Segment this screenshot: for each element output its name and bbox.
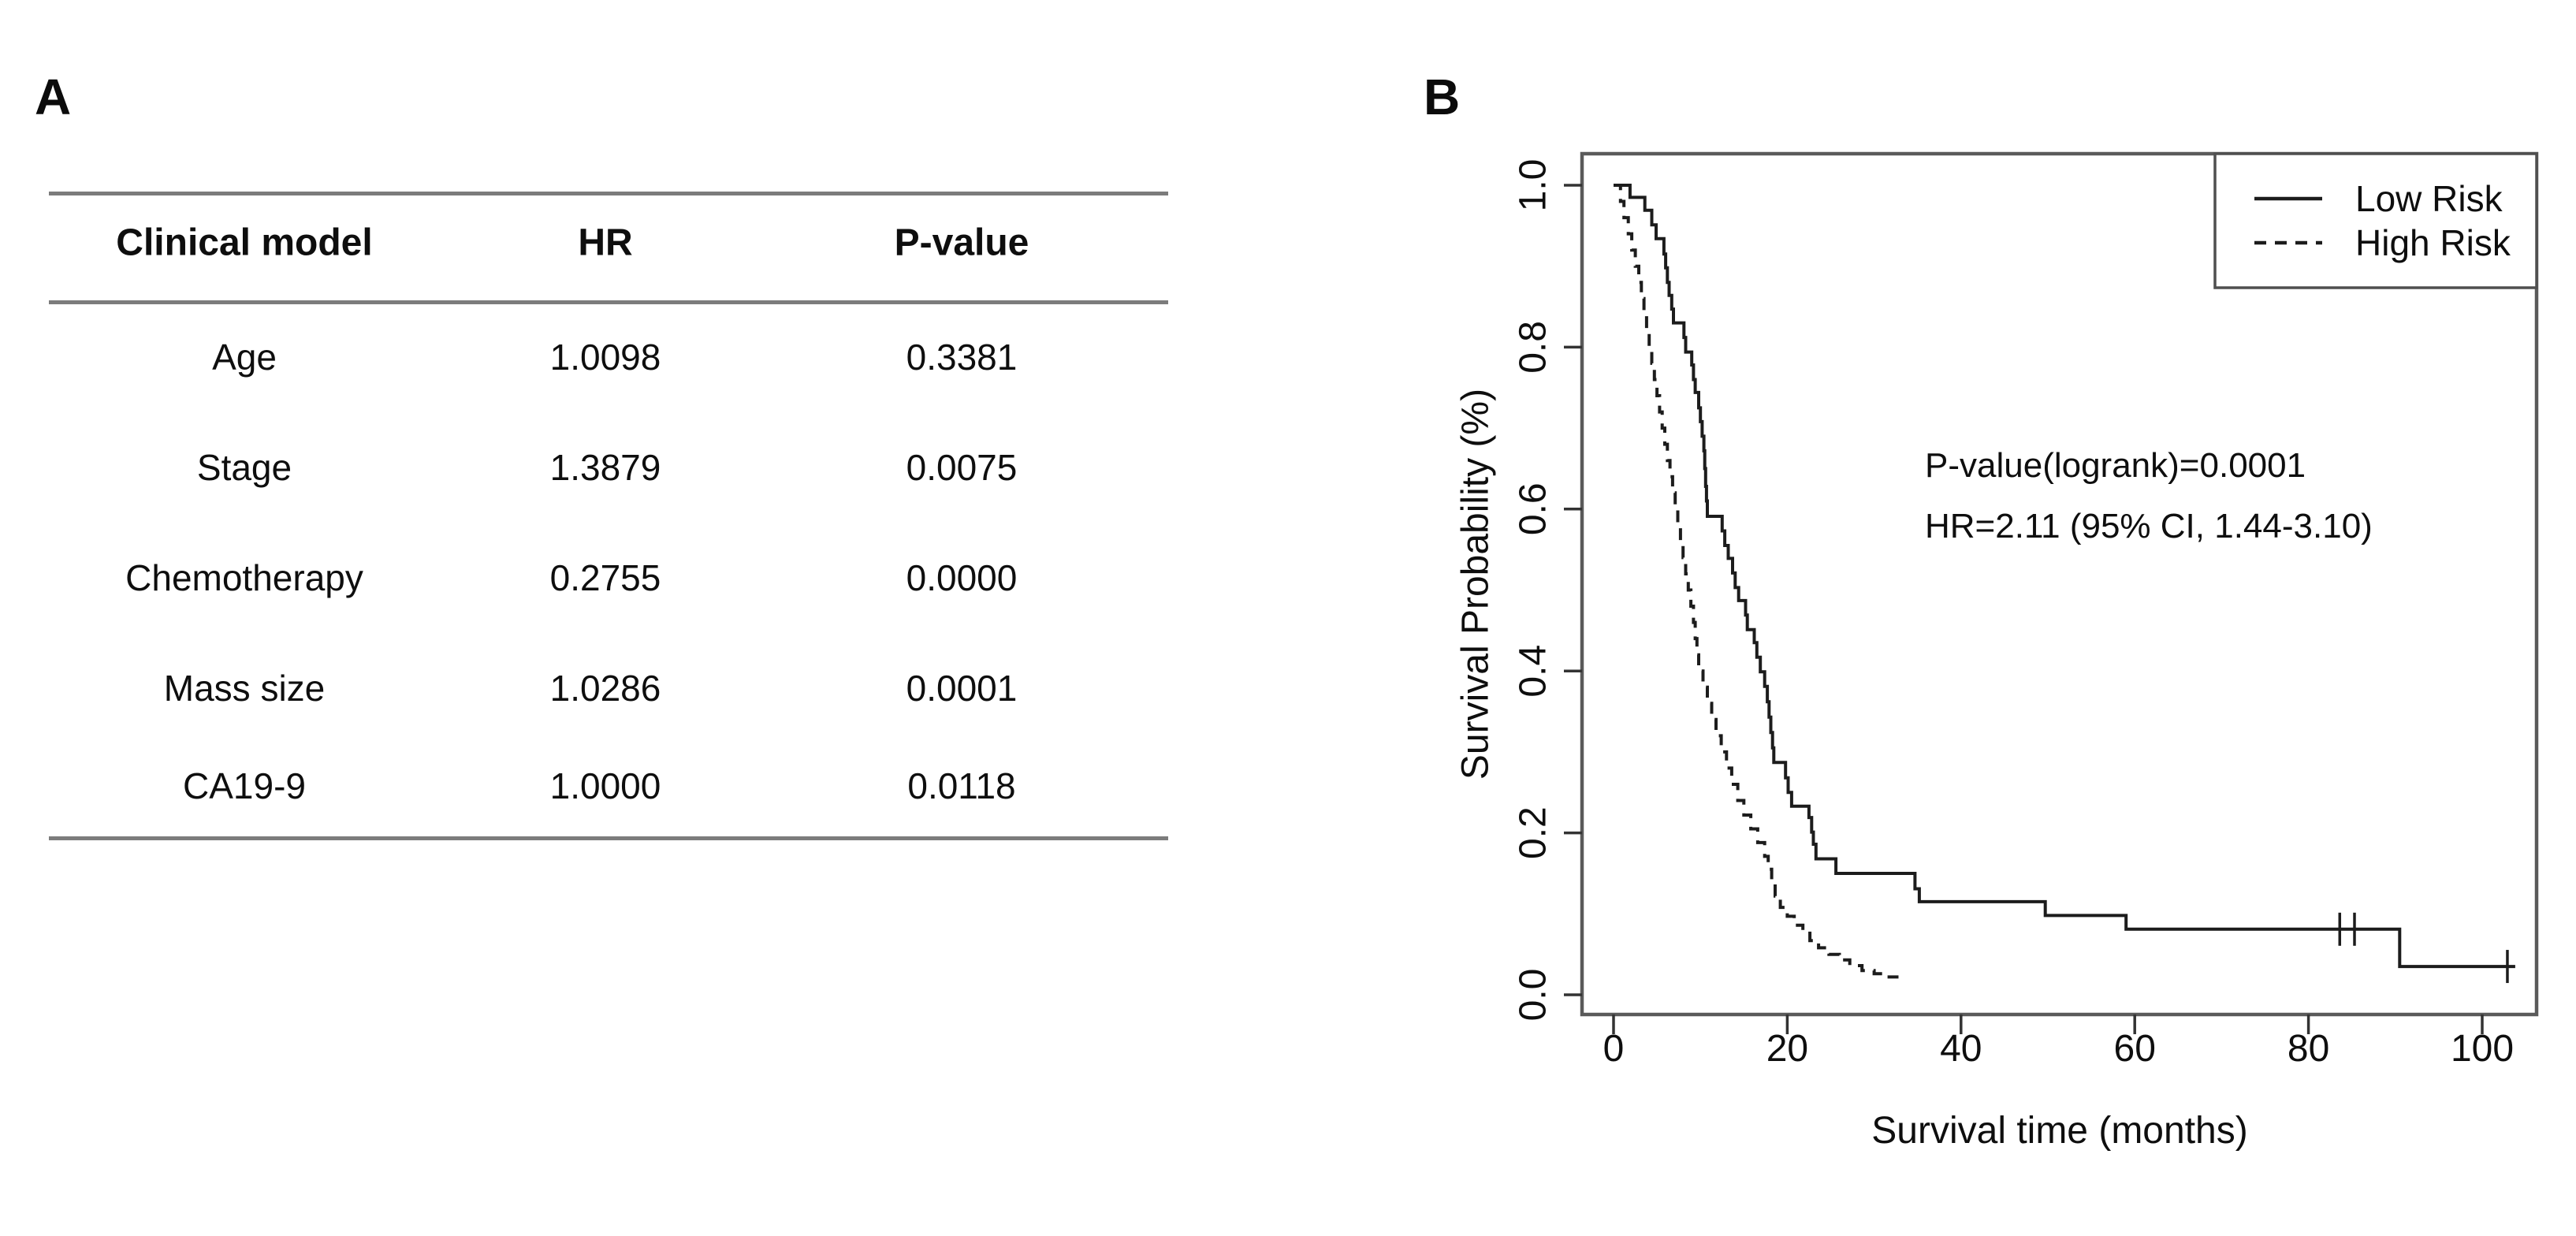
legend-box	[2213, 152, 2538, 289]
table-cell-hr: 0.2755	[549, 557, 661, 598]
table-cell-model: Age	[212, 337, 277, 378]
low-risk-curve	[1614, 184, 2515, 969]
x-axis-tick-label: 100	[2451, 1028, 2514, 1070]
table-header-rule	[49, 300, 1168, 304]
y-axis-tick-label: 0.2	[1513, 806, 1554, 859]
legend-label: Low Risk	[2355, 178, 2503, 219]
y-axis-tick-label: 0.6	[1513, 482, 1554, 535]
table-cell-pvalue: 0.0118	[907, 765, 1016, 806]
y-axis-tick-label: 0.0	[1513, 969, 1554, 1022]
x-axis-tick-label: 60	[2114, 1028, 2156, 1070]
table-cell-pvalue: 0.0001	[906, 668, 1018, 709]
x-axis-tick-label: 0	[1603, 1028, 1625, 1070]
y-axis-title: Survival Probability (%)	[1455, 389, 1497, 780]
table-header-cell: HR	[578, 222, 633, 264]
x-axis-tick-label: 40	[1940, 1028, 1982, 1070]
table-cell-model: Mass size	[163, 668, 326, 709]
table-header-cell: P-value	[894, 222, 1029, 264]
table-cell-hr: 1.0098	[549, 337, 661, 378]
x-axis-tick-label: 20	[1766, 1028, 1808, 1070]
table-cell-hr: 1.0000	[549, 765, 661, 806]
legend-label: High Risk	[2355, 222, 2511, 263]
x-axis-tick-label: 80	[2288, 1028, 2329, 1070]
table-cell-model: CA19-9	[183, 765, 306, 806]
panel-b-label: B	[1424, 69, 1461, 125]
kaplan-meier-chart: 0 20 40 60 80 100 0.0 0.2 0.4 0.6 0.8 1.0 Survival t…	[1455, 151, 2539, 1152]
y-axis-tick-label: 0.8	[1513, 321, 1554, 374]
table-cell-hr: 1.0286	[549, 668, 661, 709]
high-risk-curve	[1614, 184, 1899, 979]
table-cell-pvalue: 0.0075	[906, 447, 1018, 488]
table-cell-pvalue: 0.3381	[906, 337, 1018, 378]
table-bottom-rule	[49, 836, 1168, 840]
plot-frame	[1580, 151, 2539, 1017]
table-header-cell: Clinical model	[116, 222, 373, 264]
table-cell-model: Stage	[196, 447, 292, 488]
table-cell-model: Chemotherapy	[125, 557, 363, 598]
y-axis-tick-label: 1.0	[1513, 159, 1554, 212]
table-cell-pvalue: 0.0000	[906, 557, 1018, 598]
table-top-rule	[49, 192, 1168, 195]
y-axis-tick-label: 0.4	[1513, 645, 1554, 698]
pvalue-annotation: P-value(logrank)=0.0001	[1925, 446, 2306, 485]
x-axis-title: Survival time (months)	[1871, 1110, 2247, 1152]
table-cell-hr: 1.3879	[549, 447, 661, 488]
hazard-ratio-annotation: HR=2.11 (95% CI, 1.44-3.10)	[1925, 507, 2373, 545]
panel-a-label: A	[35, 69, 72, 125]
